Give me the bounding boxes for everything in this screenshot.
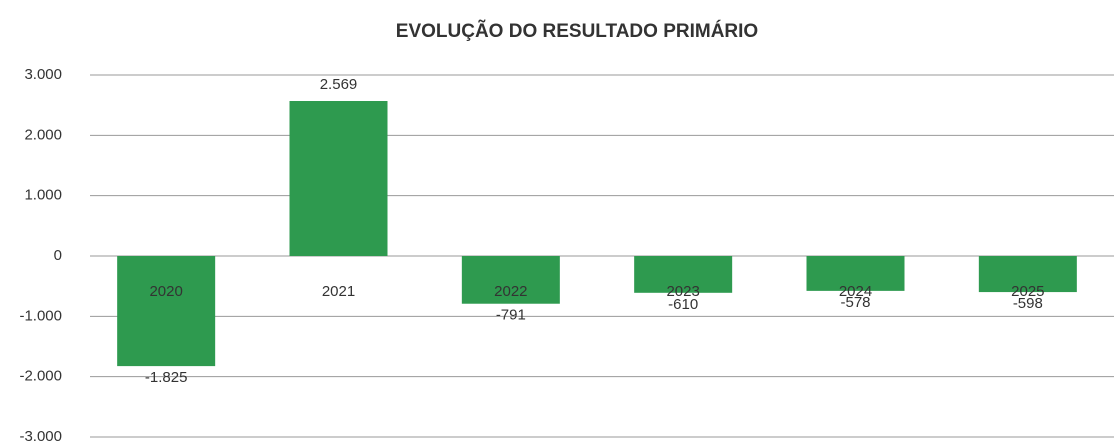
bar bbox=[117, 256, 216, 367]
bar bbox=[806, 256, 905, 291]
y-tick-label: -3.000 bbox=[19, 428, 62, 445]
x-tick-label: 2020 bbox=[149, 283, 182, 300]
bar bbox=[289, 101, 388, 257]
y-tick-label: -1.000 bbox=[19, 307, 62, 324]
y-tick-label: 1.000 bbox=[24, 187, 62, 204]
x-tick-label: 2021 bbox=[322, 283, 355, 300]
bar bbox=[978, 256, 1077, 293]
data-label: -610 bbox=[668, 296, 698, 313]
data-label: -1.825 bbox=[145, 369, 188, 386]
data-label: -598 bbox=[1013, 295, 1043, 312]
y-tick-label: 2.000 bbox=[24, 126, 62, 143]
chart-title: EVOLUÇÃO DO RESULTADO PRIMÁRIO bbox=[396, 20, 758, 42]
data-label: 2.569 bbox=[320, 76, 358, 93]
bar bbox=[461, 256, 560, 304]
data-label: -791 bbox=[496, 307, 526, 324]
y-tick-label: -2.000 bbox=[19, 368, 62, 385]
y-tick-label: 0 bbox=[54, 247, 62, 264]
y-tick-label: 3.000 bbox=[24, 66, 62, 83]
x-tick-label: 2024 bbox=[839, 283, 872, 300]
bar bbox=[634, 256, 733, 293]
x-tick-label: 2025 bbox=[1011, 283, 1044, 300]
x-tick-label: 2022 bbox=[494, 283, 527, 300]
data-label: -578 bbox=[840, 294, 870, 311]
x-tick-label: 2023 bbox=[666, 283, 699, 300]
